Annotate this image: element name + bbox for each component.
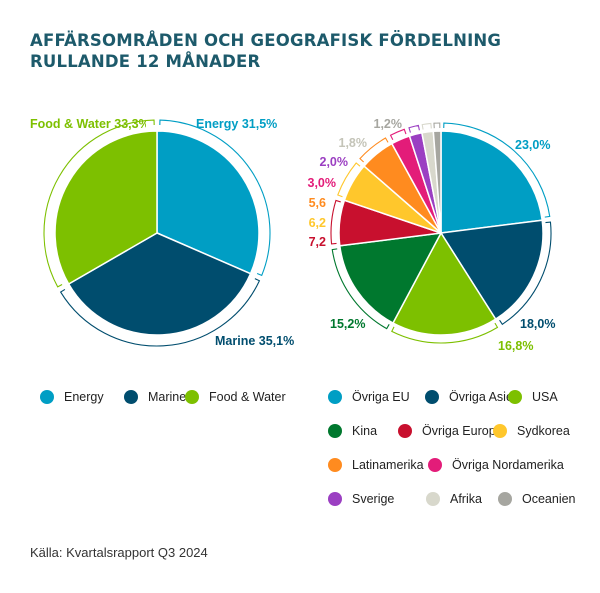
legend-label-usa: USA — [532, 390, 558, 404]
label-bracket-latinamerika — [359, 137, 389, 163]
pie-chart-geography: 23,0% 18,0% 16,8% 15,2% 7,2 6,2 5,6 3,0% 2,0% 1,8… — [308, 117, 556, 353]
legend-swatch-marine — [124, 390, 138, 404]
legend-item-ovriga-asien: Övriga Asien — [425, 390, 520, 404]
legend-swatch-oceanien — [498, 492, 512, 506]
legend-item-ovriga-eu: Övriga EU — [328, 390, 410, 404]
legend-label-food-and-water: Food & Water — [209, 390, 286, 404]
pie-chart-business-areas: Energy 31,5% Marine 35,1% Food & Water 33,… — [30, 117, 294, 348]
legend-item-ovriga-europa: Övriga Europa — [398, 424, 503, 438]
legend-label-oceanien: Oceanien — [522, 492, 576, 506]
data-label-ovriga-europa: 7,2 — [309, 235, 326, 249]
pie-slice-energy — [156, 130, 260, 275]
pie-slice-ovriga-asien — [439, 219, 544, 321]
data-label-kina: 15,2% — [330, 317, 365, 331]
legend-swatch-ovriga-eu — [328, 390, 342, 404]
legend-label-ovriga-nordamerika: Övriga Nordamerika — [452, 458, 564, 472]
legend-swatch-kina — [328, 424, 342, 438]
legend-item-kina: Kina — [328, 424, 377, 438]
legend-item-marine: Marine — [124, 390, 186, 404]
label-bracket-oceanien — [433, 122, 441, 129]
label-bracket-kina — [331, 248, 390, 330]
legend-swatch-sverige — [328, 492, 342, 506]
legend-label-ovriga-europa: Övriga Europa — [422, 424, 503, 438]
data-label-latinamerika: 5,6 — [309, 196, 326, 210]
legend-item-ovriga-nordamerika: Övriga Nordamerika — [428, 458, 564, 472]
legend-label-afrika: Afrika — [450, 492, 482, 506]
legend-item-energy: Energy — [40, 390, 104, 404]
label-bracket-ovriga-nordamerika — [389, 128, 407, 140]
legend-label-ovriga-eu: Övriga EU — [352, 390, 410, 404]
legend-label-sydkorea: Sydkorea — [517, 424, 570, 438]
legend-label-sverige: Sverige — [352, 492, 395, 506]
legend-swatch-usa — [508, 390, 522, 404]
pie-slice-oceanien — [432, 130, 442, 234]
legend-swatch-energy — [40, 390, 54, 404]
pie-slice-kina — [338, 232, 443, 325]
data-label-energy: Energy 31,5% — [196, 117, 277, 131]
label-bracket-ovriga-eu — [443, 122, 551, 218]
data-label-oceanien: 1,2% — [374, 117, 403, 131]
legend-item-food-and-water: Food & Water — [185, 390, 286, 404]
legend-swatch-sydkorea — [493, 424, 507, 438]
legend-label-ovriga-asien: Övriga Asien — [449, 390, 520, 404]
data-label-afrika: 1,8% — [339, 136, 368, 150]
label-bracket-food-and-water — [43, 119, 155, 288]
chart-title-line-1: AFFÄRSOMRÅDEN OCH GEOGRAFISK FÖRDELNING — [30, 31, 502, 50]
label-bracket-sydkorea — [337, 162, 361, 198]
legend-swatch-ovriga-europa — [398, 424, 412, 438]
data-label-ovriga-asien: 18,0% — [520, 317, 555, 331]
pie-slice-food-and-water — [54, 130, 158, 286]
legend-swatch-ovriga-asien — [425, 390, 439, 404]
legend-swatch-afrika — [426, 492, 440, 506]
label-bracket-ovriga-asien — [499, 221, 552, 326]
label-bracket-marine — [59, 278, 261, 347]
legend-swatch-food-and-water — [185, 390, 199, 404]
label-bracket-sverige — [408, 124, 420, 133]
data-label-sverige: 2,0% — [320, 155, 349, 169]
chart-title-line-2: RULLANDE 12 MÅNADER — [30, 52, 261, 71]
legend-label-marine: Marine — [148, 390, 187, 404]
label-bracket-energy — [159, 119, 271, 277]
data-label-ovriga-nordamerika: 3,0% — [308, 176, 337, 190]
legend-item-usa: USA — [508, 390, 558, 404]
legend-label-latinamerika: Latinamerika — [352, 458, 424, 472]
legend-item-oceanien: Oceanien — [498, 492, 576, 506]
legend-item-sydkorea: Sydkorea — [493, 424, 570, 438]
legend-item-afrika: Afrika — [426, 492, 482, 506]
data-label-marine: Marine 35,1% — [215, 334, 294, 348]
data-label-sydkorea: 6,2 — [309, 216, 326, 230]
legend-item-latinamerika: Latinamerika — [328, 458, 424, 472]
pie-slice-usa — [391, 231, 497, 336]
label-bracket-usa — [391, 322, 499, 344]
legend-swatch-ovriga-nordamerika — [428, 458, 442, 472]
data-label-usa: 16,8% — [498, 339, 533, 353]
pie-slice-ovriga-eu — [440, 130, 544, 234]
legend-label-energy: Energy — [64, 390, 104, 404]
source-note: Källa: Kvartalsrapport Q3 2024 — [30, 545, 208, 560]
chart-title: AFFÄRSOMRÅDEN OCH GEOGRAFISK FÖRDELNING … — [30, 30, 570, 72]
data-label-food-and-water: Food & Water 33,3% — [30, 117, 150, 131]
legend-item-sverige: Sverige — [328, 492, 394, 506]
legend-swatch-latinamerika — [328, 458, 342, 472]
label-bracket-afrika — [421, 122, 432, 130]
data-label-ovriga-eu: 23,0% — [515, 138, 550, 152]
legend-label-kina: Kina — [352, 424, 378, 438]
label-bracket-ovriga-europa — [330, 199, 341, 245]
